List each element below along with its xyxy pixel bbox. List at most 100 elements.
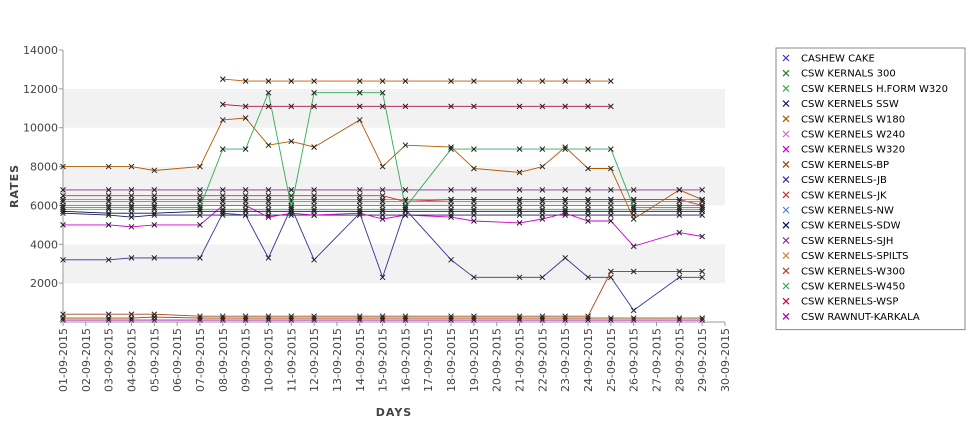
data-point [242, 198, 249, 205]
data-point [585, 274, 591, 281]
y-axis-title: RATES [8, 164, 21, 208]
data-point [219, 117, 226, 123]
data-point [676, 204, 683, 211]
data-point [128, 187, 135, 193]
series-csw-kernels-wsp [219, 101, 614, 110]
data-point [539, 216, 546, 222]
data-point [471, 165, 477, 172]
data-point [219, 146, 226, 152]
data-point [311, 317, 317, 323]
data-point [471, 317, 477, 323]
data-point [516, 146, 523, 152]
data-point [105, 317, 112, 323]
data-point [151, 167, 158, 174]
data-point [676, 198, 683, 205]
data-point [311, 89, 317, 96]
data-point [151, 204, 158, 211]
data-point [242, 103, 249, 110]
data-point [608, 198, 614, 205]
data-point [105, 256, 112, 263]
x-tick-label: 24-09-2015 [582, 328, 595, 392]
legend-label: CSW KERNELS-JK [801, 190, 887, 201]
legend: CASHEW CAKE CSW KERNALS 300 CSW KERNELS H.… [775, 47, 966, 331]
data-point [402, 103, 409, 110]
series-csw-kernels-w320 [60, 202, 706, 250]
data-point [448, 256, 454, 263]
data-point [105, 311, 112, 318]
data-point [288, 103, 295, 110]
data-point [539, 146, 546, 152]
data-point [288, 204, 295, 211]
data-point [60, 311, 66, 318]
data-point [356, 208, 363, 215]
grid-band [63, 88, 725, 128]
data-point [448, 208, 454, 215]
data-point [676, 268, 683, 275]
data-point [60, 222, 66, 228]
data-point [242, 192, 249, 199]
data-point [219, 317, 226, 323]
data-point [585, 146, 591, 152]
data-point [608, 218, 614, 224]
data-point [128, 223, 135, 230]
x-tick-label: 03-09-2015 [103, 328, 116, 392]
data-point [630, 187, 637, 193]
x-axis-title: DAYS [376, 406, 412, 419]
data-point [448, 146, 454, 152]
data-point [562, 255, 569, 261]
data-point [60, 192, 66, 199]
data-point [128, 204, 135, 211]
data-point [128, 198, 135, 205]
y-tick-label: 8000 [30, 161, 58, 174]
data-point [516, 169, 523, 176]
data-point [562, 208, 569, 215]
data-point [630, 216, 637, 222]
x-tick-label: 10-09-2015 [262, 328, 275, 392]
data-point [197, 204, 203, 211]
data-point [516, 208, 523, 215]
data-point [356, 317, 363, 323]
data-point [151, 222, 158, 228]
x-tick-label: 29-09-2015 [696, 328, 709, 392]
data-point [608, 208, 614, 215]
data-point [676, 317, 683, 323]
legend-label: CSW KERNELS H.FORM W320 [801, 84, 948, 95]
data-point [448, 198, 454, 205]
data-point [288, 187, 295, 193]
x-tick-label: 21-09-2015 [514, 328, 527, 392]
data-point [402, 187, 409, 193]
data-point [471, 218, 477, 224]
data-point [676, 187, 683, 193]
legend-label: CSW KERNELS-SJH [801, 236, 893, 247]
data-point [151, 187, 158, 193]
x-tick-label: 16-09-2015 [399, 328, 412, 392]
legend-marker-icon [782, 176, 790, 184]
data-point [585, 165, 591, 172]
data-point [197, 163, 203, 170]
legend-label: CSW RAWNUT-KARKALA [801, 312, 920, 323]
data-point [379, 317, 386, 323]
data-point [539, 187, 546, 193]
data-point [105, 204, 112, 211]
data-point [630, 204, 637, 211]
data-point [516, 198, 523, 205]
data-point [105, 222, 112, 228]
data-point [219, 101, 226, 108]
data-point [311, 187, 317, 193]
x-tick-label: 18-09-2015 [445, 328, 458, 392]
data-point [471, 146, 477, 152]
data-point [128, 317, 135, 323]
legend-label: CSW KERNALS 300 [801, 69, 896, 80]
x-tick-label: 20-09-2015 [491, 328, 504, 392]
y-tick-label: 2000 [30, 277, 58, 290]
data-point [219, 208, 226, 215]
data-point [539, 317, 546, 323]
data-point [448, 78, 454, 84]
data-point [356, 187, 363, 193]
data-point [630, 243, 637, 250]
data-point [151, 317, 158, 323]
data-point [379, 78, 386, 84]
x-tick-label: 28-09-2015 [673, 328, 686, 392]
x-tick-label: 17-09-2015 [422, 328, 435, 392]
data-point [448, 214, 454, 220]
